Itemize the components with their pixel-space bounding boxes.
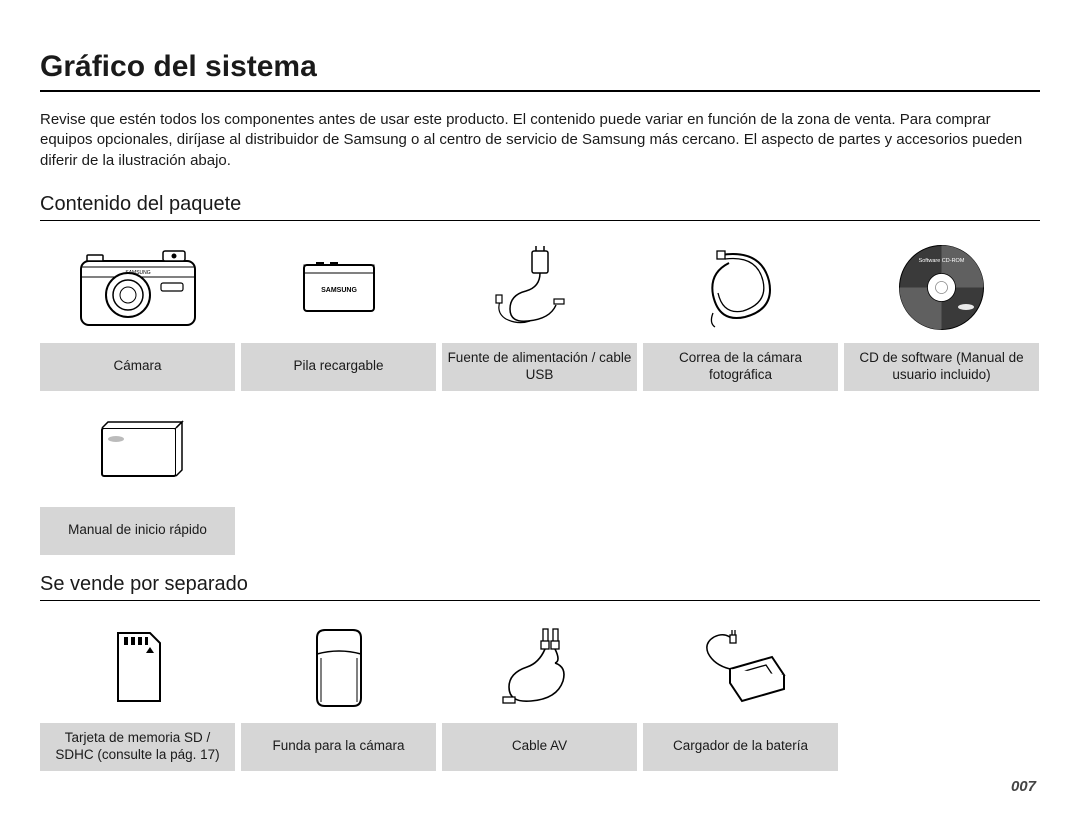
battery-icon: SAMSUNG (241, 233, 436, 343)
item-cd: Software CD-ROM CD de software (Manual d… (844, 233, 1039, 391)
svg-text:SAMSUNG: SAMSUNG (125, 270, 150, 276)
item-sd-card: Tarjeta de memoria SD / SDHC (consulte l… (40, 613, 235, 771)
page-number: 007 (1011, 778, 1036, 795)
intro-text: Revise que estén todos los componentes a… (40, 110, 1040, 171)
av-cable-icon (442, 613, 637, 723)
svg-text:SAMSUNG: SAMSUNG (321, 287, 357, 294)
item-quickstart: Manual de inicio rápido (40, 397, 235, 555)
section-contents-title: Contenido del paquete (40, 193, 1040, 221)
item-label: Cargador de la batería (643, 723, 838, 771)
item-label: Pila recargable (241, 343, 436, 391)
case-icon (241, 613, 436, 723)
psu-usb-icon (442, 233, 637, 343)
item-label: Funda para la cámara (241, 723, 436, 771)
charger-icon (643, 613, 838, 723)
cd-rom-label: Software CD-ROM (919, 258, 965, 264)
item-charger: Cargador de la batería (643, 613, 838, 771)
item-label: CD de software (Manual de usuario inclui… (844, 343, 1039, 391)
item-label: Manual de inicio rápido (40, 507, 235, 555)
item-label: Correa de la cámara fotográfica (643, 343, 838, 391)
item-camera: SAMSUNG Cámara (40, 233, 235, 391)
item-case: Funda para la cámara (241, 613, 436, 771)
item-label: Cámara (40, 343, 235, 391)
sold-separately-grid: Tarjeta de memoria SD / SDHC (consulte l… (40, 613, 1040, 771)
camera-icon: SAMSUNG (40, 233, 235, 343)
strap-icon (643, 233, 838, 343)
item-label: Cable AV (442, 723, 637, 771)
cd-icon: Software CD-ROM (844, 233, 1039, 343)
quickstart-icon (40, 397, 235, 507)
package-contents-grid: SAMSUNG Cámara SAMSUNG Pila recargable (40, 233, 1040, 555)
item-battery: SAMSUNG Pila recargable (241, 233, 436, 391)
page-title: Gráfico del sistema (40, 50, 1040, 92)
section-separate-title: Se vende por separado (40, 573, 1040, 601)
item-label: Tarjeta de memoria SD / SDHC (consulte l… (40, 723, 235, 771)
item-strap: Correa de la cámara fotográfica (643, 233, 838, 391)
item-av-cable: Cable AV (442, 613, 637, 771)
item-label: Fuente de alimentación / cable USB (442, 343, 637, 391)
sd-card-icon (40, 613, 235, 723)
item-psu-usb: Fuente de alimentación / cable USB (442, 233, 637, 391)
